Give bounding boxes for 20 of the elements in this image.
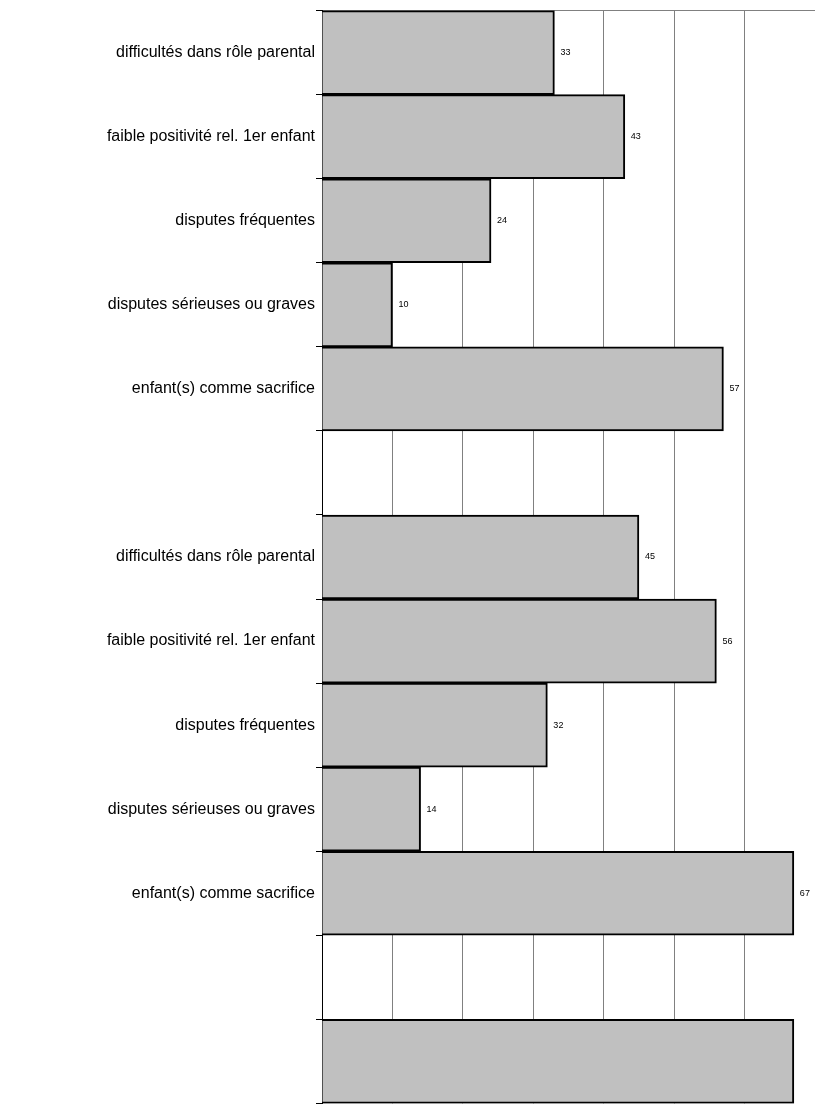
data-label: 14	[426, 803, 437, 814]
data-label: 56	[722, 635, 733, 646]
data-label: 45	[644, 551, 655, 562]
y-tick-label: enfant(s) comme sacrifice	[131, 379, 316, 397]
y-tick-label: disputes fréquentes	[175, 715, 315, 733]
data-label: 33	[560, 47, 571, 58]
y-tick-label: disputes sérieuses ou graves	[107, 295, 315, 313]
y-tick-label: faible positivité rel. 1er enfant	[106, 631, 316, 649]
data-label: 10	[398, 299, 409, 310]
y-tick-label: enfant(s) comme sacrifice	[131, 883, 316, 901]
y-tick-label: difficultés dans rôle parental	[116, 547, 315, 565]
y-tick-label: disputes fréquentes	[175, 211, 315, 229]
data-label: 43	[630, 131, 641, 142]
data-label: 57	[729, 383, 740, 394]
data-label: 67	[799, 887, 810, 898]
y-tick-label: faible positivité rel. 1er enfant	[106, 127, 316, 145]
data-label: 32	[553, 719, 564, 730]
y-tick-label: disputes sérieuses ou graves	[107, 799, 315, 817]
data-label: 24	[497, 215, 508, 226]
y-tick-label: difficultés dans rôle parental	[116, 43, 315, 61]
